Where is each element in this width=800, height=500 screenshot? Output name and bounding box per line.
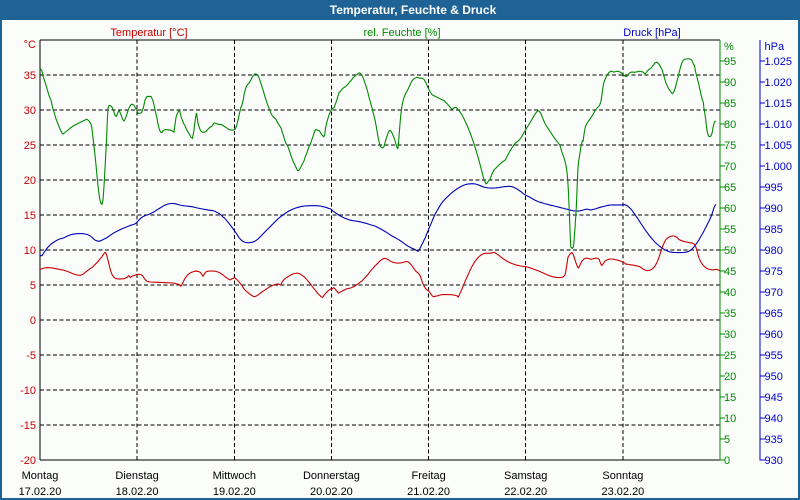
svg-text:30: 30 — [24, 105, 36, 117]
svg-text:rel. Feuchte [%]: rel. Feuchte [%] — [363, 27, 440, 39]
svg-text:1.015: 1.015 — [765, 98, 793, 110]
svg-text:17.02.20: 17.02.20 — [19, 486, 62, 498]
svg-text:22.02.20: 22.02.20 — [504, 486, 547, 498]
svg-text:70: 70 — [724, 161, 736, 173]
svg-text:995: 995 — [765, 182, 783, 194]
svg-text:75: 75 — [724, 140, 736, 152]
svg-text:Mittwoch: Mittwoch — [213, 470, 256, 482]
svg-text:Sonntag: Sonntag — [602, 470, 643, 482]
svg-text:18.02.20: 18.02.20 — [116, 486, 159, 498]
svg-text:1.010: 1.010 — [765, 119, 793, 131]
svg-text:15: 15 — [24, 210, 36, 222]
svg-text:45: 45 — [724, 266, 736, 278]
svg-text:Dienstag: Dienstag — [115, 470, 158, 482]
svg-text:940: 940 — [765, 413, 783, 425]
svg-text:30: 30 — [724, 329, 736, 341]
svg-text:20: 20 — [724, 371, 736, 383]
svg-text:90: 90 — [724, 77, 736, 89]
svg-text:40: 40 — [724, 287, 736, 299]
svg-text:5: 5 — [724, 434, 730, 446]
svg-text:19.02.20: 19.02.20 — [213, 486, 256, 498]
svg-text:50: 50 — [724, 245, 736, 257]
svg-text:25: 25 — [24, 140, 36, 152]
svg-text:Temperatur, Feuchte & Druck: Temperatur, Feuchte & Druck — [330, 3, 497, 17]
svg-text:20: 20 — [24, 175, 36, 187]
svg-text:-15: -15 — [20, 420, 36, 432]
svg-text:1.020: 1.020 — [765, 77, 793, 89]
svg-text:35: 35 — [24, 70, 36, 82]
svg-text:10: 10 — [724, 413, 736, 425]
svg-text:5: 5 — [30, 280, 36, 292]
svg-text:25: 25 — [724, 350, 736, 362]
svg-text:975: 975 — [765, 266, 783, 278]
svg-text:80: 80 — [724, 119, 736, 131]
svg-text:1.005: 1.005 — [765, 140, 793, 152]
svg-text:85: 85 — [724, 98, 736, 110]
svg-text:°C: °C — [24, 39, 36, 51]
svg-text:21.02.20: 21.02.20 — [407, 486, 450, 498]
svg-text:Druck [hPa]: Druck [hPa] — [623, 27, 680, 39]
svg-text:55: 55 — [724, 224, 736, 236]
svg-text:20.02.20: 20.02.20 — [310, 486, 353, 498]
svg-text:60: 60 — [724, 203, 736, 215]
svg-text:Temperatur [°C]: Temperatur [°C] — [110, 27, 187, 39]
svg-text:930: 930 — [765, 455, 783, 467]
svg-text:Freitag: Freitag — [411, 470, 445, 482]
svg-text:935: 935 — [765, 434, 783, 446]
svg-text:Montag: Montag — [22, 470, 59, 482]
svg-text:Donnerstag: Donnerstag — [303, 470, 360, 482]
svg-text:35: 35 — [724, 308, 736, 320]
svg-text:990: 990 — [765, 203, 783, 215]
svg-text:15: 15 — [724, 392, 736, 404]
svg-text:980: 980 — [765, 245, 783, 257]
svg-text:%: % — [724, 41, 734, 53]
svg-text:hPa: hPa — [765, 41, 785, 53]
svg-text:0: 0 — [724, 455, 730, 467]
svg-text:-5: -5 — [26, 350, 36, 362]
svg-text:985: 985 — [765, 224, 783, 236]
svg-text:65: 65 — [724, 182, 736, 194]
svg-text:0: 0 — [30, 315, 36, 327]
svg-text:955: 955 — [765, 350, 783, 362]
svg-text:10: 10 — [24, 245, 36, 257]
svg-text:23.02.20: 23.02.20 — [601, 486, 644, 498]
svg-text:-10: -10 — [20, 385, 36, 397]
svg-text:965: 965 — [765, 308, 783, 320]
svg-text:95: 95 — [724, 56, 736, 68]
svg-text:Samstag: Samstag — [504, 470, 547, 482]
svg-text:950: 950 — [765, 371, 783, 383]
svg-text:-20: -20 — [20, 455, 36, 467]
svg-text:1.025: 1.025 — [765, 56, 793, 68]
svg-text:1.000: 1.000 — [765, 161, 793, 173]
svg-text:960: 960 — [765, 329, 783, 341]
svg-text:970: 970 — [765, 287, 783, 299]
svg-text:945: 945 — [765, 392, 783, 404]
